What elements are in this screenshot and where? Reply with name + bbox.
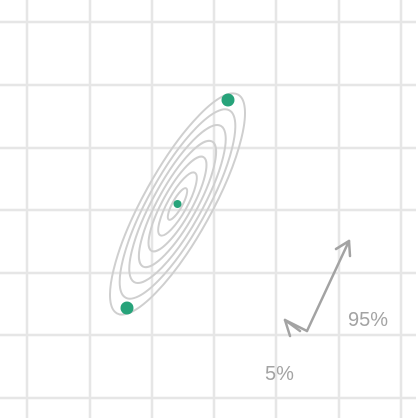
data-point xyxy=(120,301,134,315)
density-contour-ring xyxy=(137,139,218,269)
density-contour-ring xyxy=(147,155,208,253)
lower-arrow-joint xyxy=(283,318,309,333)
density-contours xyxy=(108,92,247,316)
density-contour-ring xyxy=(128,124,227,284)
label-95-percent: 95% xyxy=(348,309,388,331)
label-5-percent: 5% xyxy=(265,363,294,385)
density-contour-ring xyxy=(157,171,198,237)
center-point xyxy=(173,200,182,208)
density-contour-ring xyxy=(118,108,237,300)
scatter-points xyxy=(120,93,235,315)
density-contour-ring xyxy=(108,92,247,316)
density-contour-ring xyxy=(166,187,189,221)
upper-arrowhead xyxy=(334,239,352,258)
data-point xyxy=(221,93,235,107)
upper-arrow xyxy=(305,239,351,333)
annotations: 95% 5% xyxy=(265,239,388,385)
